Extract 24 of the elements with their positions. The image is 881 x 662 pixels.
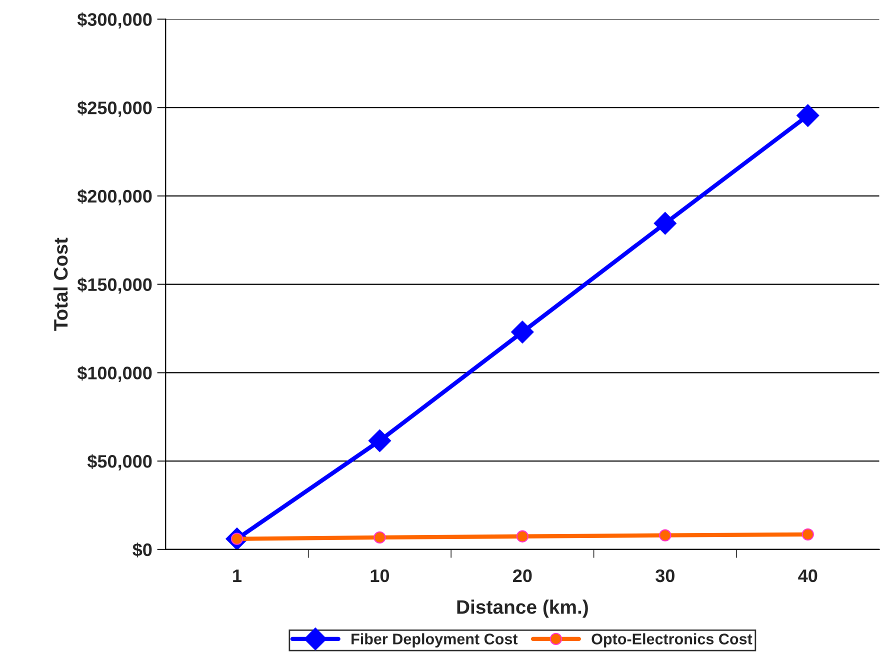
y-tick-label: $300,000 [77, 12, 152, 29]
x-tick-label: 10 [370, 569, 390, 582]
y-tick-label: $150,000 [77, 277, 152, 294]
point [368, 429, 392, 452]
point [511, 320, 534, 344]
point [802, 528, 814, 541]
point [374, 531, 386, 544]
x-axis-title: Distance (km.) [457, 600, 588, 618]
point [659, 529, 672, 542]
y-axis-title: Total Cost [53, 238, 68, 331]
y-tick-label: $200,000 [77, 189, 152, 206]
y-tick-label: $0 [132, 542, 152, 558]
y-tick-label: $100,000 [77, 366, 152, 382]
legend-label: Opto-Electronics Cost [592, 633, 752, 648]
x-tick-label: 30 [656, 569, 674, 582]
legend-label: Fiber Deployment Cost [352, 633, 518, 648]
point [796, 104, 820, 127]
x-tick-label: 40 [798, 569, 818, 582]
y-tick-label: $250,000 [77, 100, 152, 117]
x-tick-label: 1 [233, 570, 242, 582]
y-tick-label: $50,000 [87, 454, 152, 470]
point [654, 212, 676, 235]
x-tick-label: 20 [513, 569, 532, 582]
point [516, 530, 529, 542]
